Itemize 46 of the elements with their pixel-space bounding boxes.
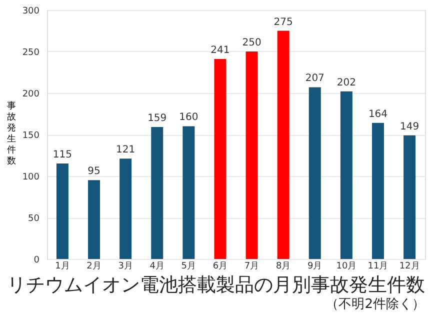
x-tick-label: 9月 bbox=[308, 262, 322, 272]
bar bbox=[214, 58, 226, 259]
data-label: 250 bbox=[242, 38, 262, 48]
text: （不明2件除く） bbox=[326, 297, 425, 312]
data-label: 121 bbox=[116, 144, 136, 156]
bar bbox=[340, 91, 352, 259]
data-label: 160 bbox=[179, 112, 198, 124]
x-tick-label: 4月 bbox=[150, 262, 164, 272]
bar bbox=[182, 126, 195, 259]
data-label: 207 bbox=[305, 73, 324, 84]
x-tick-label: 3月 bbox=[118, 262, 133, 272]
text: リチウムイオン電池搭載製品の月別事故発生件数 bbox=[7, 274, 425, 296]
x-tick-label: 11月 bbox=[368, 262, 388, 272]
x-tick-label: 2月 bbox=[86, 262, 102, 272]
x-tick-label: 5月 bbox=[181, 262, 196, 272]
x-tick-label: 12月 bbox=[399, 262, 420, 272]
data-label: 241 bbox=[210, 44, 230, 56]
x-tick-label: 1月 bbox=[55, 262, 70, 272]
data-label: 115 bbox=[52, 150, 72, 161]
bar bbox=[308, 87, 321, 259]
x-tick-label: 8月 bbox=[276, 262, 291, 272]
bar bbox=[88, 180, 100, 259]
data-label: 95 bbox=[88, 166, 100, 178]
data-label: 164 bbox=[368, 108, 388, 120]
y-tick-label: 250 bbox=[22, 48, 40, 58]
bar bbox=[246, 52, 258, 259]
data-label: 149 bbox=[400, 121, 420, 132]
x-tick-label: 7月 bbox=[244, 262, 260, 272]
y-tick-label: 150 bbox=[22, 131, 40, 141]
bar bbox=[277, 30, 290, 259]
y-tick-label: 50 bbox=[28, 214, 40, 224]
bar bbox=[56, 164, 68, 259]
data-label: 275 bbox=[274, 16, 293, 28]
y-tick-label: 100 bbox=[22, 172, 40, 182]
y-tick-label: 300 bbox=[22, 6, 40, 16]
y-tick-label: 200 bbox=[22, 90, 40, 100]
x-tick-label: 6月 bbox=[212, 262, 228, 272]
x-tick-label: 10月 bbox=[336, 262, 357, 272]
bar bbox=[404, 135, 416, 259]
data-label: 159 bbox=[148, 113, 167, 124]
bar bbox=[372, 122, 384, 259]
bar bbox=[120, 158, 132, 259]
bar bbox=[151, 127, 164, 259]
data-label: 202 bbox=[336, 77, 356, 88]
y-axis-title: 事故発生件数 bbox=[7, 100, 16, 166]
y-tick-label: 0 bbox=[34, 256, 40, 266]
